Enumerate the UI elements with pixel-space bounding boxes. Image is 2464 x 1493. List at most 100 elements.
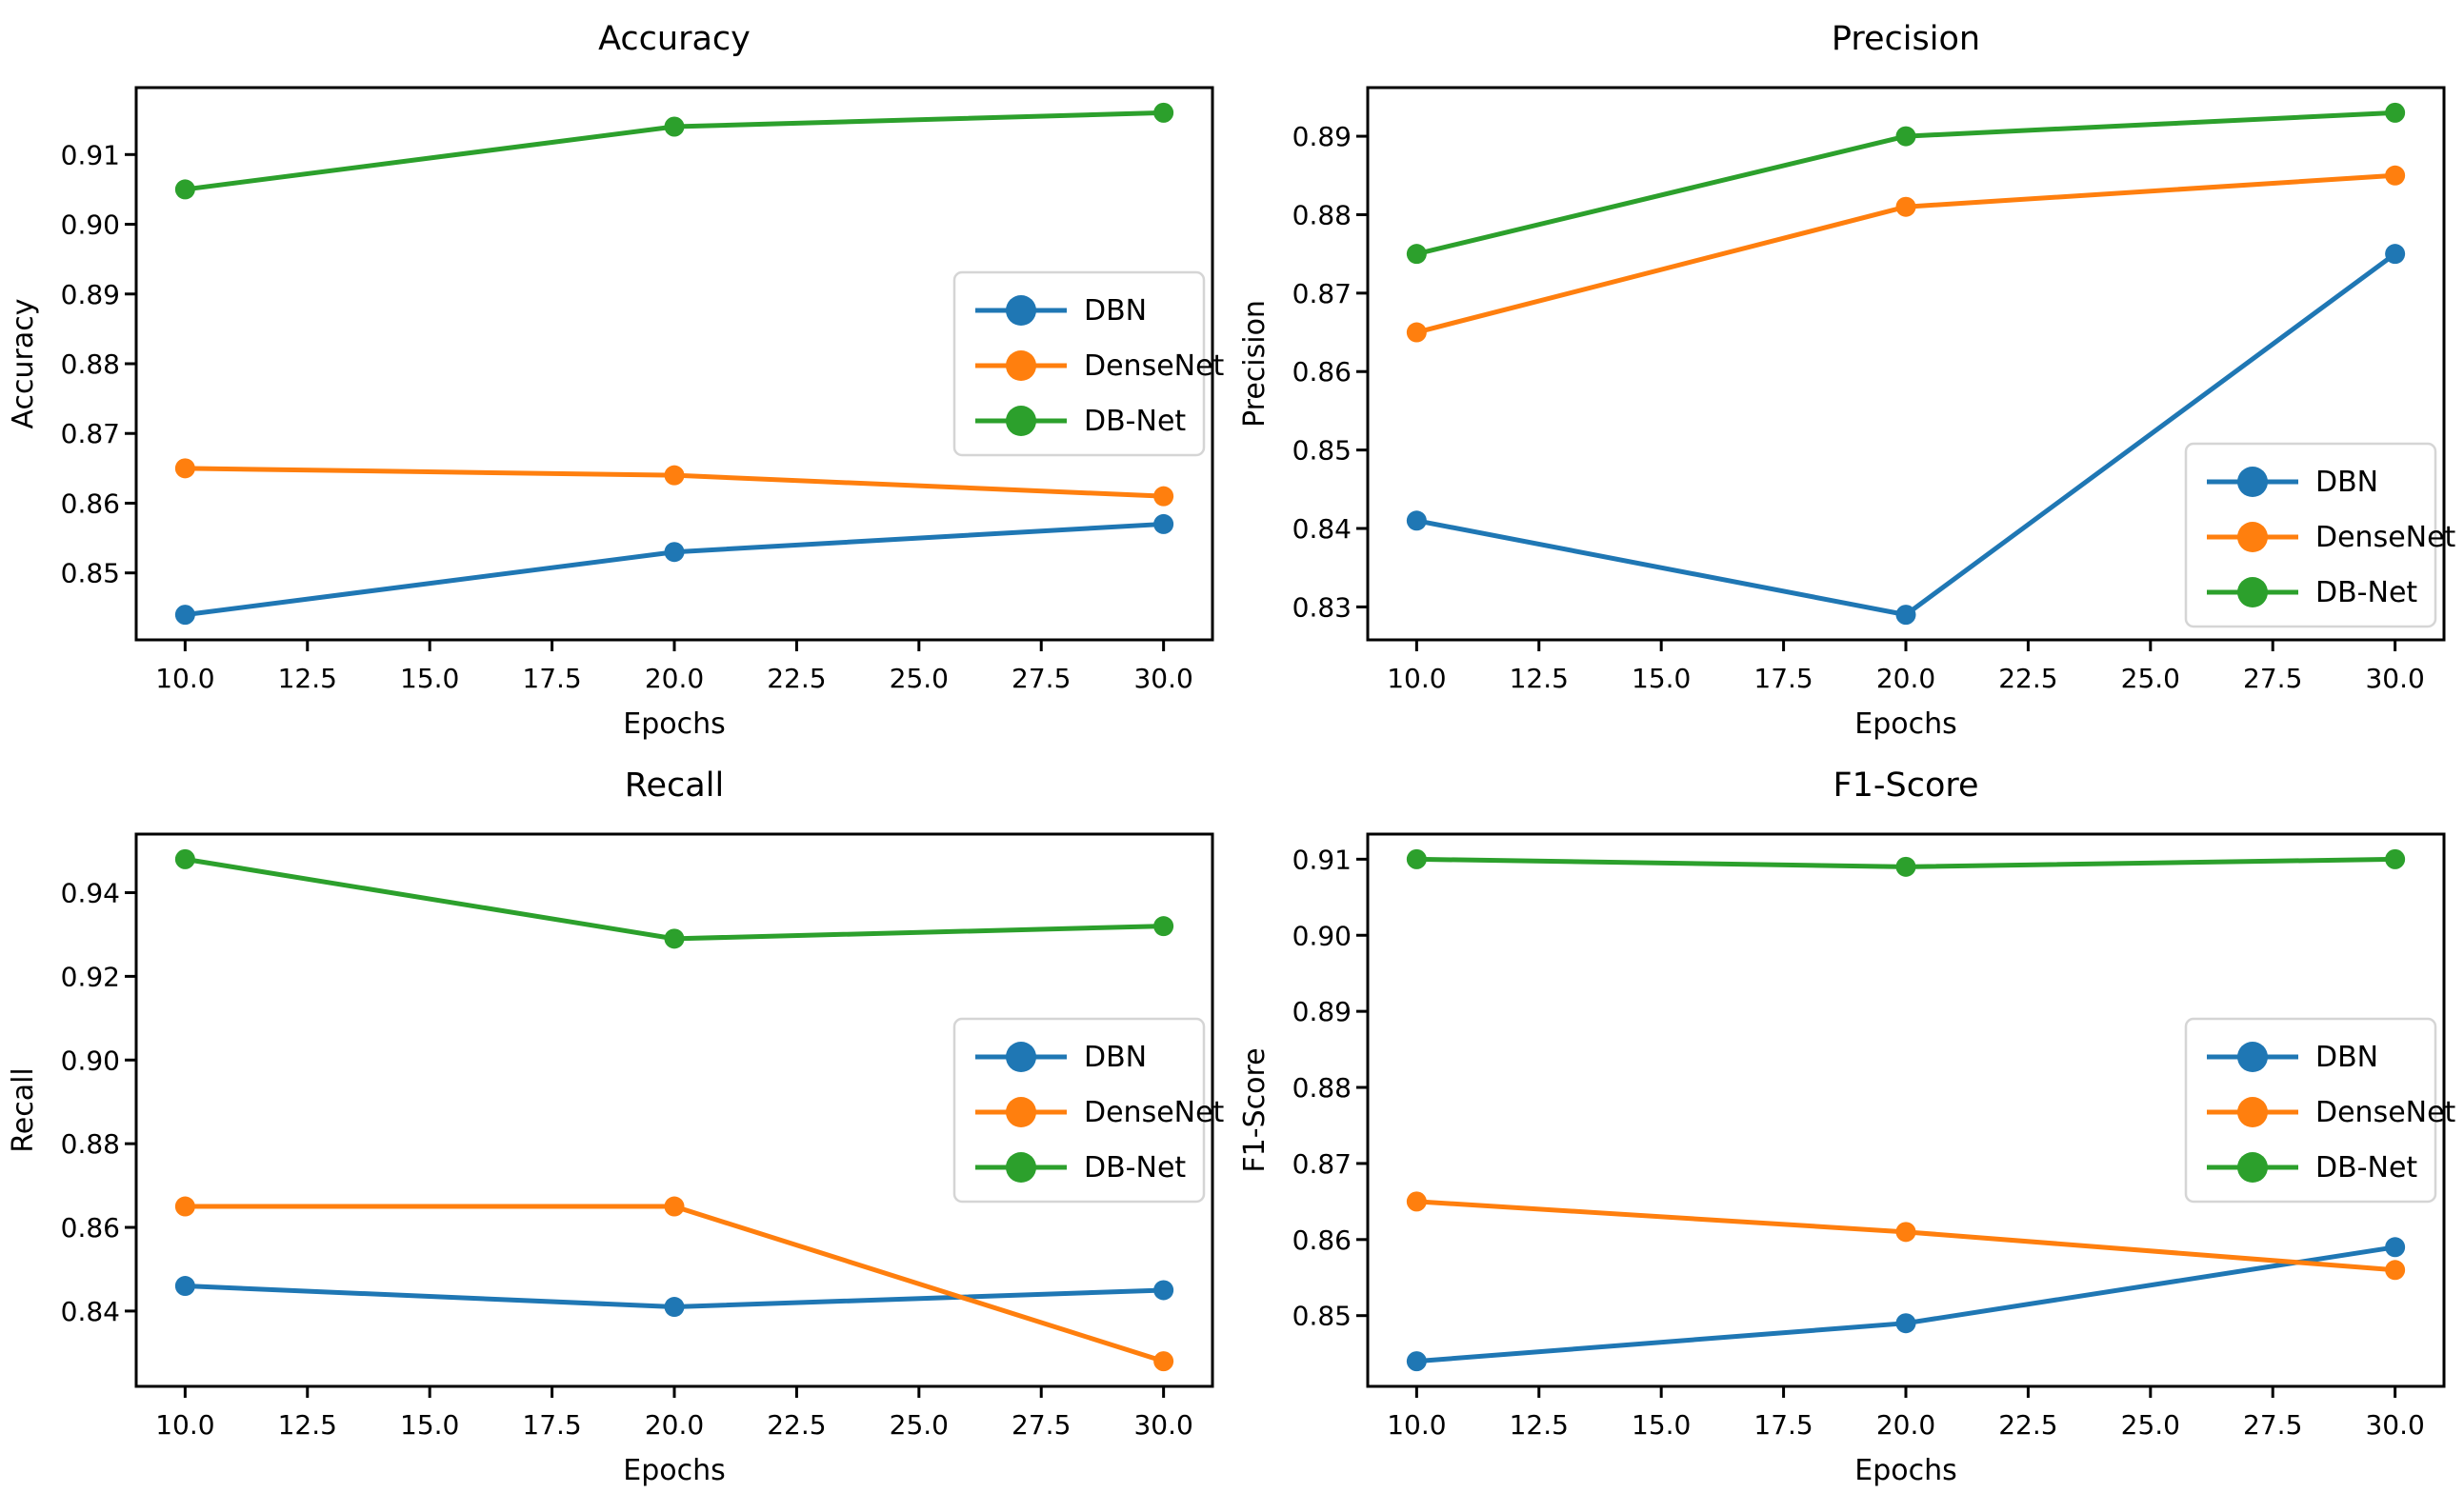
legend-sample-marker xyxy=(2237,522,2268,552)
legend-sample-marker xyxy=(2237,1152,2268,1183)
x-tick-label: 22.5 xyxy=(1998,1409,2057,1441)
plot-border xyxy=(1366,832,2446,1388)
x-tick-label: 22.5 xyxy=(1998,663,2057,694)
x-tick-label: 12.5 xyxy=(1510,1409,1569,1441)
recall-chart: Recall 10.0 12.5 15.0 17.5 20.0 22.5 25.0 27.5 30… xyxy=(0,746,1232,1493)
x-axis-label: Epochs xyxy=(623,1454,726,1487)
data-point-marker xyxy=(174,458,195,479)
data-point-marker xyxy=(1406,1351,1427,1372)
recall-plot: Recall 10.0 12.5 15.0 17.5 20.0 22.5 25.0 27.5 30… xyxy=(7,766,1225,1487)
legend-sample-marker xyxy=(2237,1042,2268,1072)
y-tick-label: 0.87 xyxy=(61,418,120,449)
y-tick-label: 0.86 xyxy=(1292,356,1352,388)
y-tick-label: 0.87 xyxy=(1292,1148,1352,1180)
y-tick-label: 0.89 xyxy=(61,279,120,310)
y-tick-label: 0.83 xyxy=(1292,591,1352,623)
accuracy-plot: Accuracy 10.0 12.5 15.0 17.5 20.0 22.5 25.0 27.5… xyxy=(7,20,1225,741)
x-tick-label: 12.5 xyxy=(278,1409,337,1441)
x-tick-label: 10.0 xyxy=(1387,1409,1446,1441)
x-tick-label: 15.0 xyxy=(1632,663,1691,694)
x-tick-label: 27.5 xyxy=(2243,663,2302,694)
y-tick-label: 0.86 xyxy=(1292,1224,1352,1256)
y-tick-label: 0.88 xyxy=(1292,1072,1352,1104)
legend-sample-marker xyxy=(1006,295,1036,326)
x-tick-label: 25.0 xyxy=(890,663,949,694)
y-tick-label: 0.87 xyxy=(1292,278,1352,309)
data-point-marker xyxy=(2385,1237,2406,1258)
data-point-marker xyxy=(1406,1191,1427,1212)
data-point-marker xyxy=(1153,1280,1174,1301)
x-tick-label: 30.0 xyxy=(2365,1409,2424,1441)
x-tick-label: 25.0 xyxy=(2121,663,2180,694)
plot-border xyxy=(1366,86,2446,642)
x-tick-label: 12.5 xyxy=(278,663,337,694)
legend-label: DBN xyxy=(1084,294,1147,328)
data-point-marker xyxy=(2385,244,2406,265)
data-point-marker xyxy=(1153,513,1174,534)
y-tick-label: 0.90 xyxy=(61,209,120,241)
x-tick-label: 25.0 xyxy=(2121,1409,2180,1441)
data-point-marker xyxy=(1153,486,1174,507)
chart-title: F1-Score xyxy=(1833,766,1978,805)
x-tick-label: 12.5 xyxy=(1510,663,1569,694)
plot-border xyxy=(134,832,1214,1388)
legend-label: DBN xyxy=(2315,466,2378,499)
x-tick-label: 27.5 xyxy=(1012,1409,1071,1441)
y-tick-label: 0.85 xyxy=(1292,435,1352,467)
data-point-marker xyxy=(1406,244,1427,265)
x-tick-label: 22.5 xyxy=(767,663,826,694)
x-tick-label: 15.0 xyxy=(1632,1409,1691,1441)
legend-sample-marker xyxy=(2237,577,2268,607)
data-point-marker xyxy=(2385,102,2406,123)
legend-sample-marker xyxy=(1006,406,1036,436)
data-point-marker xyxy=(664,928,685,949)
data-point-marker xyxy=(1406,510,1427,531)
y-tick-label: 0.90 xyxy=(1292,920,1352,951)
x-tick-label: 17.5 xyxy=(1753,1409,1813,1441)
legend-sample-marker xyxy=(1006,1097,1036,1127)
data-point-marker xyxy=(1895,1313,1916,1334)
data-point-marker xyxy=(1895,856,1916,877)
legend-sample-marker xyxy=(2237,467,2268,497)
legend-label: DB-Net xyxy=(2315,1151,2417,1184)
data-point-marker xyxy=(1895,126,1916,147)
y-tick-label: 0.94 xyxy=(61,878,120,909)
x-axis-label: Epochs xyxy=(1854,707,1957,741)
legend-label: DB-Net xyxy=(1084,1151,1186,1184)
f1-score-plot: F1-Score 10.0 12.5 15.0 17.5 20.0 22.5 25.0 27.5… xyxy=(1238,766,2456,1487)
legend-label: DBN xyxy=(1084,1041,1147,1074)
data-point-marker xyxy=(2385,1260,2406,1281)
y-tick-label: 0.90 xyxy=(61,1045,120,1076)
y-axis-label: Precision xyxy=(1238,300,1272,428)
x-tick-label: 30.0 xyxy=(2365,663,2424,694)
data-point-marker xyxy=(1153,916,1174,937)
x-tick-label: 20.0 xyxy=(1876,1409,1935,1441)
data-point-marker xyxy=(174,1196,195,1217)
series-line-densenet xyxy=(182,1204,1167,1364)
y-tick-label: 0.84 xyxy=(61,1296,120,1327)
legend-sample-marker xyxy=(2237,1097,2268,1127)
accuracy-chart: Accuracy 10.0 12.5 15.0 17.5 20.0 22.5 25.0 27.5… xyxy=(0,0,1232,746)
legend-label: DBN xyxy=(2315,1041,2378,1074)
x-axis-label: Epochs xyxy=(623,707,726,741)
x-tick-label: 15.0 xyxy=(400,663,459,694)
x-tick-label: 22.5 xyxy=(767,1409,826,1441)
data-point-marker xyxy=(664,1196,685,1217)
legend-label: DenseNet xyxy=(2315,1096,2456,1129)
series-line-db-net xyxy=(182,856,1167,942)
x-tick-label: 27.5 xyxy=(1012,663,1071,694)
x-tick-label: 27.5 xyxy=(2243,1409,2302,1441)
x-tick-label: 10.0 xyxy=(1387,663,1446,694)
legend-label: DenseNet xyxy=(1084,1096,1225,1129)
x-tick-label: 10.0 xyxy=(155,1409,214,1441)
data-point-marker xyxy=(664,542,685,563)
legend-sample-marker xyxy=(1006,350,1036,381)
y-axis-label: Accuracy xyxy=(7,299,40,429)
x-tick-label: 20.0 xyxy=(645,1409,704,1441)
y-tick-label: 0.88 xyxy=(61,1128,120,1160)
plot-border xyxy=(134,86,1214,642)
y-tick-label: 0.91 xyxy=(61,139,120,170)
data-point-marker xyxy=(2385,165,2406,186)
y-tick-label: 0.84 xyxy=(1292,513,1352,545)
